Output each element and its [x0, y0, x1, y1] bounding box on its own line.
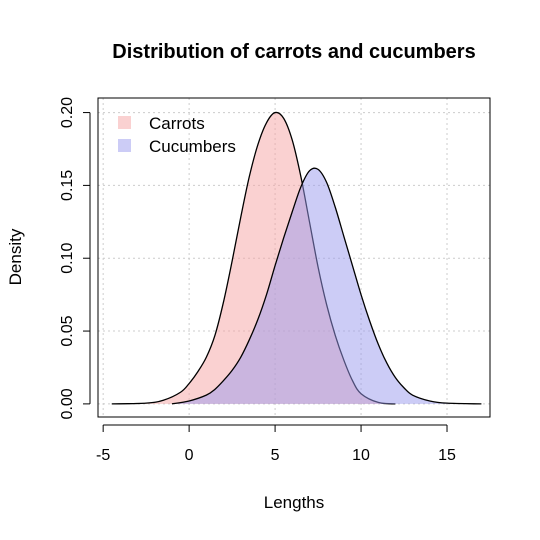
density-areas: [111, 111, 482, 405]
x-axis-label: Lengths: [264, 493, 325, 512]
y-axis-label: Density: [6, 228, 25, 285]
legend-label-carrots: Carrots: [149, 114, 205, 133]
legend: Carrots Cucumbers: [118, 114, 236, 156]
y-axis: 0.00 0.05 0.10 0.15 0.20: [59, 97, 91, 419]
legend-swatch-cucumbers: [118, 139, 131, 152]
density-line-cucumbers: [171, 167, 482, 405]
x-axis: -5 0 5 10 15: [96, 424, 456, 464]
legend-swatch-carrots: [118, 116, 131, 129]
legend-label-cucumbers: Cucumbers: [149, 137, 236, 156]
x-tick-label-0: -5: [96, 447, 110, 464]
x-tick-label-1: 0: [185, 447, 194, 464]
x-tick-label-2: 5: [271, 447, 280, 464]
x-tick-label-4: 15: [438, 447, 456, 464]
chart-title: Distribution of carrots and cucumbers: [112, 41, 475, 63]
plot-frame: [97, 97, 491, 418]
y-tick-label-1: 0.05: [59, 315, 76, 346]
y-tick-label-2: 0.10: [59, 243, 76, 274]
density-area-cucumbers: [171, 168, 482, 404]
y-tick-label-3: 0.15: [59, 170, 76, 201]
y-tick-label-0: 0.00: [59, 388, 76, 419]
y-tick-label-4: 0.20: [59, 97, 76, 128]
x-tick-label-3: 10: [352, 447, 370, 464]
